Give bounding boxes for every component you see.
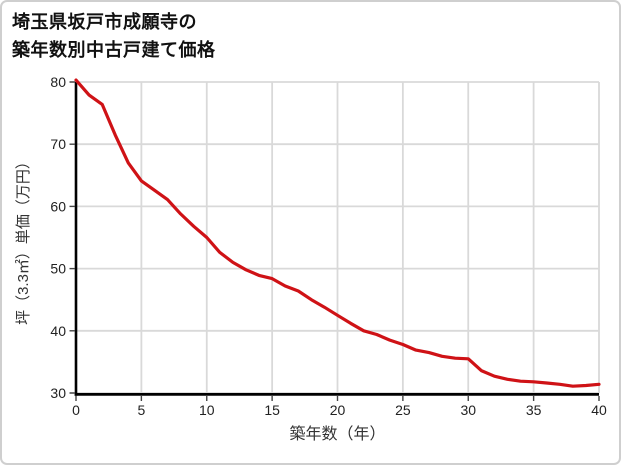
x-tick-label: 0 — [72, 402, 80, 418]
x-tick-label: 25 — [395, 402, 411, 418]
x-tick-label: 10 — [199, 402, 215, 418]
x-tick-label: 35 — [526, 402, 542, 418]
chart-title-line1: 埼玉県坂戸市成願寺の — [12, 12, 197, 32]
chart-title-line2: 築年数別中古戸建て価格 — [12, 40, 216, 60]
chart-title: 埼玉県坂戸市成願寺の 築年数別中古戸建て価格 — [12, 8, 216, 64]
x-axis-title: 築年数（年） — [289, 425, 385, 443]
price-line-series — [74, 78, 601, 388]
x-tick-label: 5 — [137, 402, 145, 418]
price-by-age-line-chart: 0 5 10 15 20 25 30 35 40 30 40 50 60 70 80 築年数（年） 坪（3.3㎡… — [15, 74, 607, 443]
y-tick-label: 70 — [50, 136, 66, 152]
x-tick-label: 15 — [264, 402, 280, 418]
y-tick-label: 80 — [50, 74, 66, 90]
y-tick-label: 50 — [50, 261, 66, 277]
y-tick-label: 60 — [50, 198, 66, 214]
x-tick-label: 40 — [591, 402, 607, 418]
x-tick-label: 30 — [460, 402, 476, 418]
y-axis-title: 坪（3.3㎡）単価（万円） — [15, 154, 32, 325]
y-tick-label: 40 — [50, 323, 66, 339]
x-tick-label: 20 — [330, 402, 346, 418]
y-tick-label: 30 — [50, 385, 66, 401]
